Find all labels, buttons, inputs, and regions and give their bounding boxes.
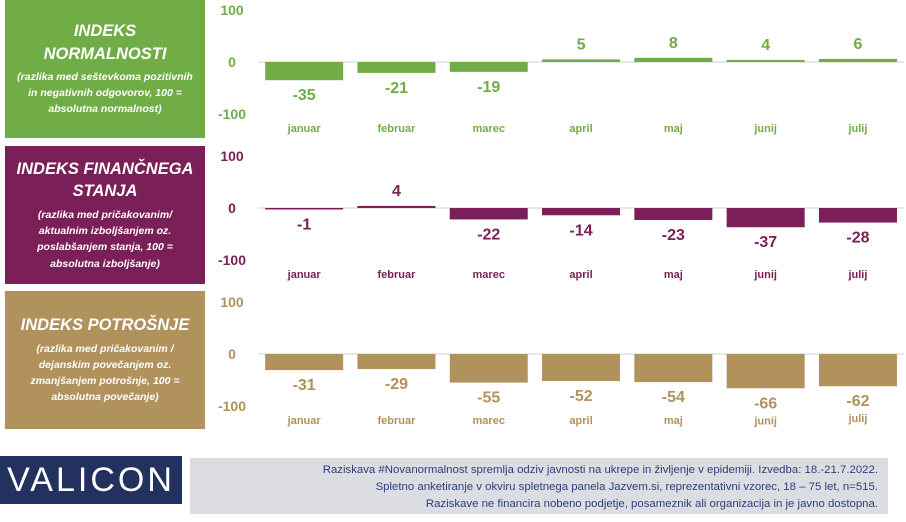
bar (265, 62, 344, 81)
panel-subtitle: (razlika med pričakovanim / dejanskim po… (30, 342, 180, 404)
category-label: marec (473, 269, 505, 281)
bar (726, 208, 805, 228)
bar (634, 208, 713, 220)
data-label: 8 (669, 35, 678, 52)
bar (357, 354, 436, 370)
category-label: april (569, 123, 592, 135)
bar (449, 354, 528, 383)
bar (357, 205, 436, 208)
y-tick-label: 100 (220, 2, 244, 18)
category-label: februar (377, 415, 416, 427)
data-label: -52 (569, 388, 592, 405)
data-label: -28 (846, 230, 869, 247)
category-label: julij (847, 413, 867, 425)
panel-label-normalnost: INDEKS NORMALNOSTI (razlika med seštevko… (5, 0, 205, 138)
bar (634, 57, 713, 62)
category-label: julij (847, 269, 867, 281)
y-tick-label: 100 (220, 148, 244, 164)
panel-label-potrosnja: INDEKS POTROŠNJE (razlika med pričakovan… (5, 291, 205, 429)
data-label: -23 (662, 227, 685, 244)
category-label: januar (287, 123, 322, 135)
panel-title: INDEKS NORMALNOSTI (43, 22, 167, 63)
data-label: -31 (293, 377, 316, 394)
category-label: julij (847, 123, 867, 135)
category-label: marec (473, 123, 505, 135)
category-label: januar (287, 269, 322, 281)
category-label: junij (753, 123, 777, 135)
category-label: junij (753, 269, 777, 281)
panel-subtitle: (razlika med seštevkoma pozitivnih in ne… (17, 70, 193, 116)
bar (818, 208, 897, 223)
survey-note-line: Raziskave ne financira nobeno podjetje, … (425, 498, 878, 511)
y-tick-label: -100 (218, 106, 246, 122)
data-label: -29 (385, 376, 408, 393)
bar (726, 59, 805, 62)
data-label: -1 (297, 217, 311, 234)
category-label: maj (664, 415, 683, 427)
data-label: -54 (662, 389, 685, 406)
category-label: januar (287, 415, 322, 427)
panel-label-financno-stanje: INDEKS FINANČNEGA STANJA (razlika med pr… (5, 146, 205, 284)
data-label: -55 (477, 390, 500, 407)
y-tick-label: 0 (228, 54, 236, 70)
bar (634, 354, 713, 383)
bar (818, 58, 897, 62)
data-label: -21 (385, 80, 408, 97)
data-label: -22 (477, 226, 500, 243)
bar (542, 354, 621, 382)
y-tick-label: -100 (218, 252, 246, 268)
data-label: -62 (846, 393, 869, 410)
y-tick-label: -100 (218, 398, 246, 414)
bar (265, 354, 344, 371)
data-label: 6 (853, 36, 862, 53)
bar (449, 62, 528, 72)
data-label: -19 (477, 79, 500, 96)
category-label: marec (473, 415, 505, 427)
bar (449, 208, 528, 220)
data-label: 4 (761, 37, 770, 54)
data-label: -66 (754, 395, 777, 412)
y-tick-label: 0 (228, 346, 236, 362)
data-label: 4 (392, 183, 401, 200)
y-tick-label: 100 (220, 294, 244, 310)
category-label: februar (377, 123, 416, 135)
category-label: april (569, 415, 592, 427)
panel-subtitle: (razlika med pričakovanim/ aktualnim izb… (37, 208, 173, 270)
bar (265, 208, 344, 210)
index-charts: 1000-100-35januar-21februar-19marec5apri… (218, 2, 905, 427)
data-label: -37 (754, 234, 777, 251)
survey-note-line: Spletno anketiranje v okviru spletnega p… (375, 481, 878, 494)
panel-title: INDEKS POTROŠNJE (20, 316, 190, 335)
survey-note: Raziskava #Novanormalnost spremlja odziv… (190, 458, 888, 514)
bar (542, 208, 621, 216)
data-label: -35 (293, 87, 316, 104)
bar (818, 354, 897, 387)
panel-title: INDEKS FINANČNEGA STANJA (16, 160, 194, 201)
category-label: april (569, 269, 592, 281)
valicon-logo: VALICON (0, 456, 182, 504)
data-label: -14 (569, 222, 592, 239)
category-label: maj (664, 269, 683, 281)
data-label: 5 (577, 36, 586, 53)
category-label: junij (753, 415, 777, 427)
bar (542, 59, 621, 62)
y-tick-label: 0 (228, 200, 236, 216)
survey-note-line: Raziskava #Novanormalnost spremlja odziv… (322, 464, 878, 476)
category-label: maj (664, 123, 683, 135)
category-label: februar (377, 269, 416, 281)
bar (357, 62, 436, 73)
bar (726, 354, 805, 389)
